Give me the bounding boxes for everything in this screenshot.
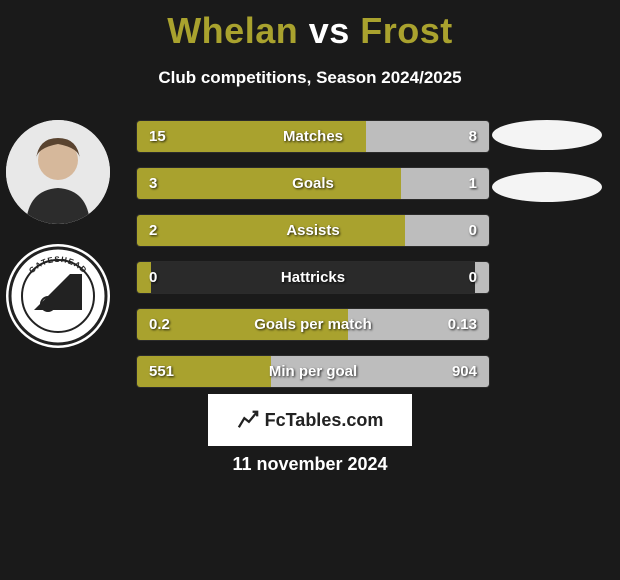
player1-name: Whelan [167, 10, 298, 51]
club-crest-icon: GATESHEAD [6, 244, 110, 348]
player2-avatar-placeholder [492, 120, 602, 150]
stat-label: Assists [286, 222, 339, 239]
branding-tag[interactable]: FcTables.com [208, 394, 412, 446]
stat-label: Hattricks [281, 269, 345, 286]
stat-label: Goals per match [254, 316, 372, 333]
stat-value-left: 3 [149, 175, 157, 192]
player1-avatar [6, 120, 110, 224]
stat-bar-left [137, 215, 405, 246]
stat-value-left: 15 [149, 128, 166, 145]
stat-value-left: 551 [149, 363, 174, 380]
person-silhouette-icon [6, 120, 110, 224]
stat-bar-left [137, 168, 401, 199]
branding-text: FcTables.com [265, 410, 384, 431]
stats-table: Matches 15 8 Goals 3 1 Assists 2 0 Hattricks 0 0 Goa… [136, 120, 490, 402]
stat-value-right: 0.13 [448, 316, 477, 333]
stat-value-right: 904 [452, 363, 477, 380]
left-avatars: GATESHEAD [6, 120, 116, 368]
stat-label: Min per goal [269, 363, 357, 380]
right-ellipses [492, 120, 602, 224]
stat-row: Goals per match 0.2 0.13 [136, 308, 490, 341]
stat-value-left: 2 [149, 222, 157, 239]
stat-label: Matches [283, 128, 343, 145]
stat-label: Goals [292, 175, 334, 192]
stat-row: Min per goal 551 904 [136, 355, 490, 388]
chart-line-icon [237, 409, 259, 431]
stat-value-left: 0.2 [149, 316, 170, 333]
date-text: 11 november 2024 [232, 454, 387, 475]
player2-name: Frost [360, 10, 453, 51]
player2-club-placeholder [492, 172, 602, 202]
stat-value-right: 0 [469, 222, 477, 239]
stat-row: Hattricks 0 0 [136, 261, 490, 294]
vs-text: vs [309, 10, 350, 51]
subtitle: Club competitions, Season 2024/2025 [0, 68, 620, 88]
stat-row: Assists 2 0 [136, 214, 490, 247]
stat-value-right: 8 [469, 128, 477, 145]
stat-value-right: 1 [469, 175, 477, 192]
stat-value-left: 0 [149, 269, 157, 286]
comparison-title: Whelan vs Frost [0, 0, 620, 52]
stat-bar-right [475, 262, 489, 293]
stat-row: Goals 3 1 [136, 167, 490, 200]
stat-row: Matches 15 8 [136, 120, 490, 153]
club-badge: GATESHEAD [6, 244, 110, 348]
stat-value-right: 0 [469, 269, 477, 286]
